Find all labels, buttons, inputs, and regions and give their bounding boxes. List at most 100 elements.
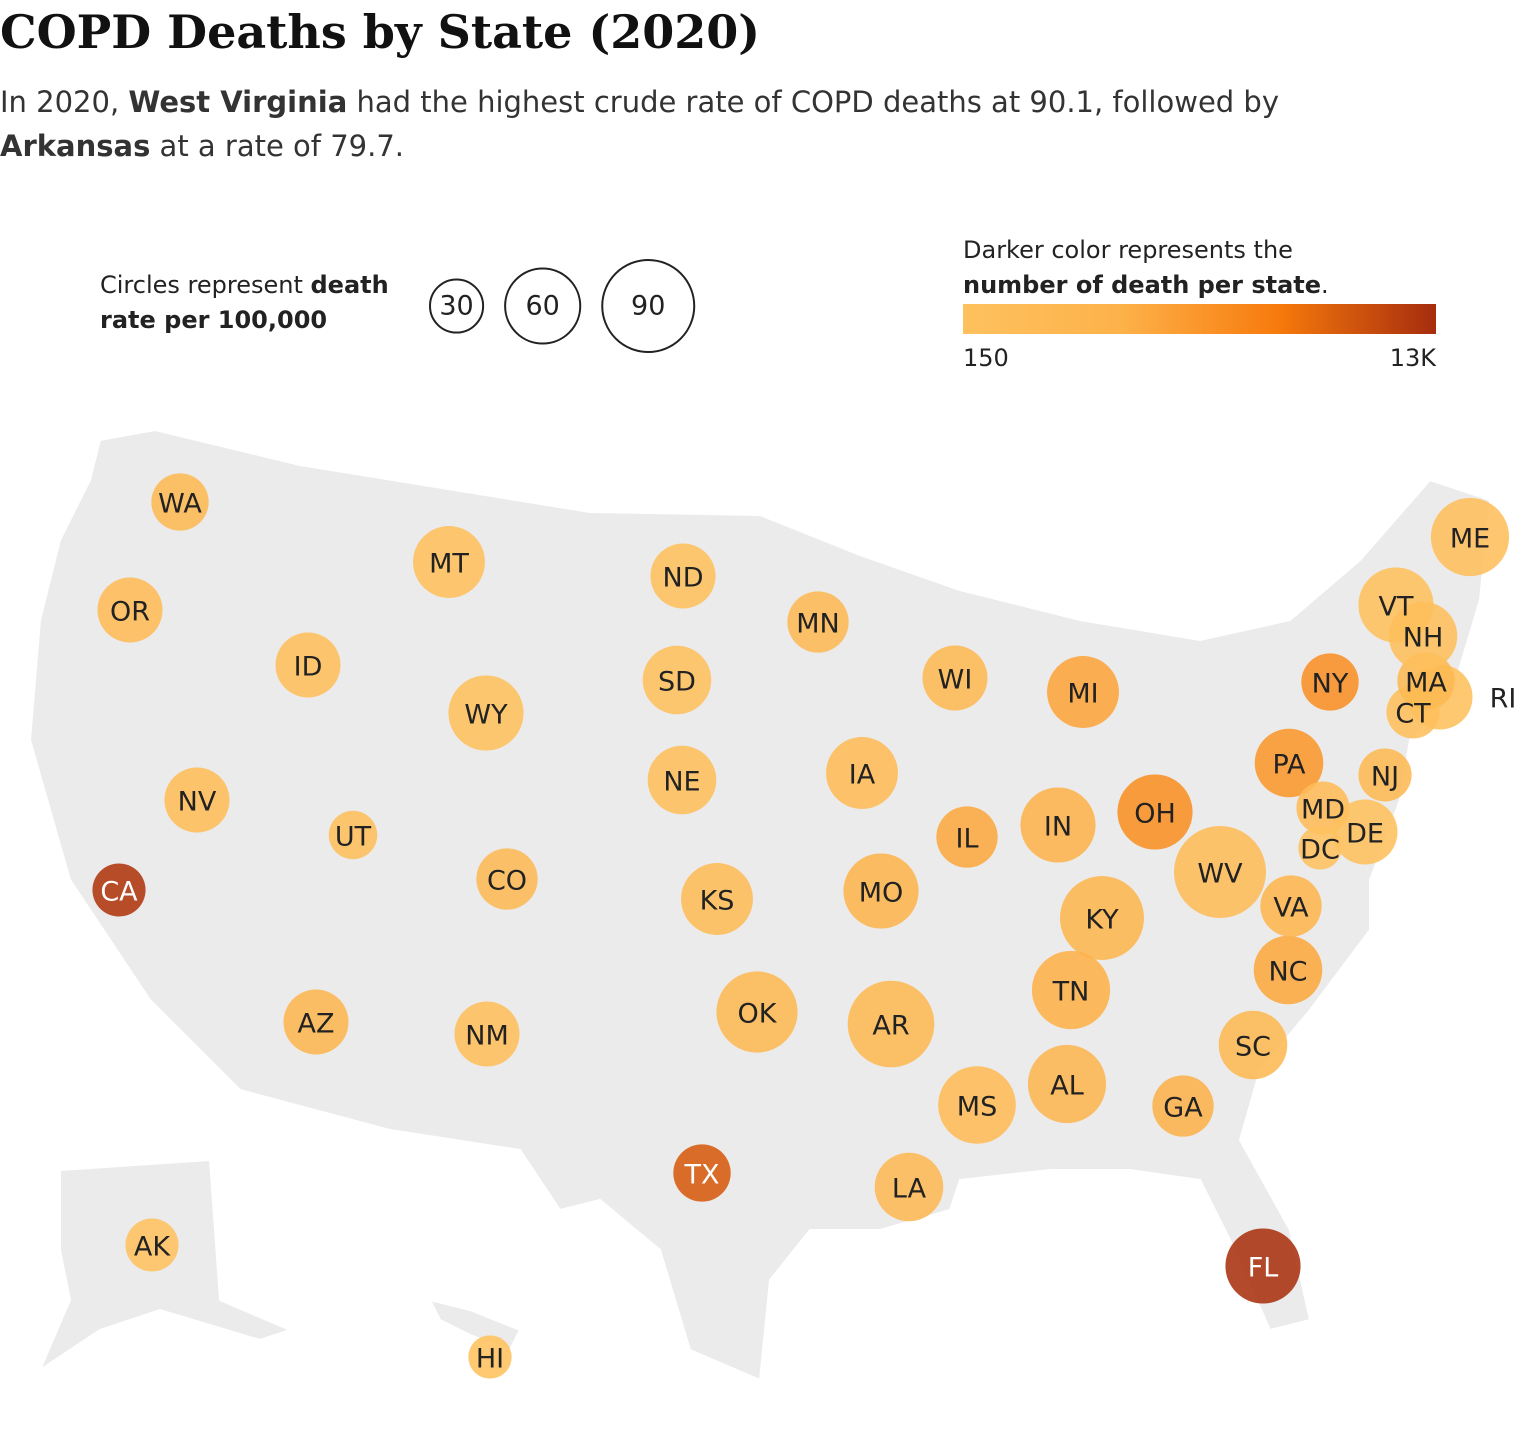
state-label: TX [684, 1160, 720, 1191]
state-label: NJ [1371, 762, 1399, 793]
state-label: SD [658, 667, 696, 698]
subtitle-part: at a rate of 79.7. [150, 129, 404, 163]
state-bubble [164, 767, 230, 833]
state-label: AL [1050, 1071, 1084, 1102]
subtitle: In 2020, West Virginia had the highest c… [0, 85, 1279, 119]
state-label: NM [465, 1021, 509, 1052]
state-label: HI [476, 1344, 504, 1375]
state-label: ME [1450, 524, 1490, 555]
size-legend-text-part: rate per 100,000 [100, 306, 327, 334]
state-label: NH [1403, 623, 1444, 654]
state-bubble [874, 1152, 944, 1222]
state-label: IN [1044, 812, 1072, 843]
size-legend-text-part: Circles represent [100, 271, 311, 299]
state-label: AR [872, 1011, 909, 1042]
state-label: GA [1163, 1093, 1203, 1124]
subtitle-part: In 2020, [0, 85, 128, 119]
color-legend-text-part: Darker color represents the [963, 236, 1293, 264]
state-bubble [1173, 825, 1267, 919]
state-bubble [642, 645, 712, 715]
state-label: KY [1085, 905, 1119, 936]
title: COPD Deaths by State (2020) [0, 5, 760, 59]
state-bubble [1298, 826, 1342, 870]
state-bubble [413, 526, 485, 598]
state-label: ID [294, 652, 323, 683]
state-bubble [1152, 1075, 1214, 1137]
size-legend-label: 30 [439, 291, 473, 322]
state-bubble [716, 971, 798, 1053]
state-bubble [1060, 876, 1144, 960]
state-label: IA [849, 760, 876, 791]
state-bubble [1388, 601, 1458, 671]
state-label: MI [1067, 679, 1098, 710]
state-label: PA [1272, 750, 1306, 781]
state-bubble [1358, 748, 1412, 802]
state-bubble [1031, 950, 1111, 1030]
state-bubble [448, 675, 524, 751]
state-label: FL [1248, 1253, 1279, 1284]
color-legend-text: Darker color represents the [963, 236, 1293, 264]
size-legend-text: Circles represent death [100, 271, 389, 299]
state-bubble [454, 1001, 520, 1067]
state-label: CO [487, 866, 527, 897]
state-label: NY [1312, 669, 1349, 700]
state-label: OH [1134, 799, 1176, 830]
state-bubble [681, 863, 753, 935]
state-bubble [275, 632, 341, 698]
state-label: MS [957, 1092, 997, 1123]
state-label: DC [1300, 835, 1340, 866]
state-label: OR [110, 597, 150, 628]
state-label: WY [464, 700, 508, 731]
color-legend-text: number of death per state. [963, 271, 1329, 299]
state-label: DE [1346, 819, 1384, 850]
size-legend-text: rate per 100,000 [100, 306, 327, 334]
state-label: WV [1197, 859, 1243, 890]
size-legend-label: 90 [631, 291, 665, 322]
color-legend-bar [963, 304, 1436, 334]
color-legend: Darker color represents the number of dea… [963, 236, 1437, 372]
size-legend-text-part: death [311, 271, 389, 299]
state-bubble [468, 1335, 512, 1379]
state-bubble [922, 645, 988, 711]
state-bubble [92, 863, 146, 917]
state-label: MT [429, 549, 469, 580]
subtitle-part: had the highest crude rate of COPD death… [347, 85, 1279, 119]
size-legend-circle [504, 267, 582, 345]
state-label: NC [1268, 957, 1307, 988]
state-bubble [673, 1144, 731, 1202]
state-bubble [847, 980, 935, 1068]
state-bubble [826, 737, 898, 809]
state-bubble [938, 1066, 1016, 1144]
state-bubble [1020, 787, 1096, 863]
state-bubble [1117, 774, 1193, 850]
state-bubble [1301, 653, 1359, 711]
state-bubble [1218, 1010, 1288, 1080]
state-label: VA [1273, 893, 1309, 924]
state-label: AZ [298, 1009, 335, 1040]
state-label: CT [1395, 699, 1431, 730]
state-bubble [647, 745, 717, 815]
bubbles: WA OR CA NV ID MT WY UT CO AZ NM ND SD NE KS OK TX MN IA MO… [92, 473, 1517, 1379]
state-label: KS [700, 886, 735, 917]
state-bubble [1047, 656, 1119, 728]
state-label: RI [1490, 684, 1517, 715]
size-legend-circle [429, 278, 485, 334]
state-bubble [1332, 799, 1398, 865]
state-label: WA [158, 489, 202, 520]
state-label: CA [100, 877, 138, 908]
subtitle-part: Arkansas [0, 129, 150, 163]
state-bubble [936, 806, 998, 868]
state-label: ND [663, 563, 704, 594]
state-bubble [843, 853, 919, 929]
state-bubble [1225, 1228, 1301, 1304]
state-label: OK [738, 999, 778, 1030]
subtitle-part: West Virginia [128, 85, 347, 119]
state-bubble [125, 1218, 179, 1272]
state-bubble [328, 810, 378, 860]
state-bubble [97, 577, 163, 643]
state-label: MN [796, 609, 840, 640]
state-bubble [1027, 1044, 1107, 1124]
state-bubble [1260, 875, 1322, 937]
size-legend: Circles represent death rate per 100,000 3… [100, 259, 696, 353]
